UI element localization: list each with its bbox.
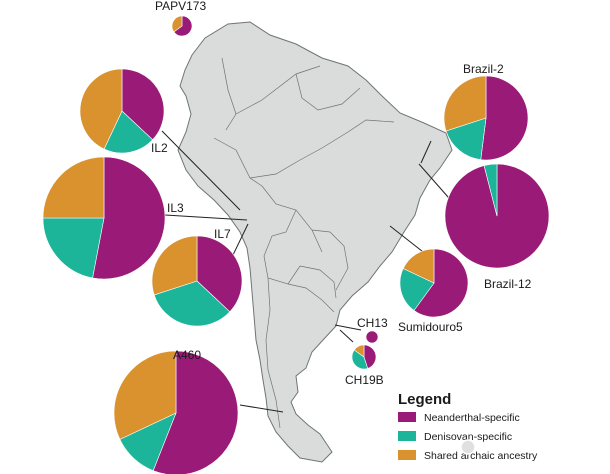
pie-il2 <box>79 68 165 154</box>
pie-slice-ch13-neanderthal <box>365 330 379 344</box>
pie-slice-a460-shared <box>113 350 177 440</box>
pie-brazil-12 <box>444 163 550 269</box>
pie-slice-il7-shared <box>151 235 198 296</box>
site-label-il3: IL3 <box>167 201 184 215</box>
continent-outline <box>177 21 453 463</box>
pie-slice-sumidouro5-shared <box>402 248 435 284</box>
connector-lines <box>161 130 471 413</box>
pie-slice-il3-denisovan <box>42 217 105 279</box>
site-label-il2: IL2 <box>151 141 168 155</box>
pie-il3 <box>42 156 166 280</box>
pie-slice-brazil-2-neanderthal <box>480 75 529 161</box>
legend-label-shared: Shared archaic ancestry <box>424 450 538 462</box>
pie-slice-brazil-2-shared <box>443 75 487 132</box>
pie-ch13 <box>365 330 379 344</box>
legend: Legend Neanderthal-specific Denisovan-sp… <box>398 391 538 462</box>
site-labels: PAPV173 IL2 Brazil-2 IL3 Brazil-12 IL7 S… <box>151 0 532 387</box>
pie-slice-sumidouro5-neanderthal <box>413 248 469 318</box>
site-label-papv173: PAPV173 <box>155 0 206 13</box>
site-label-sumidouro5: Sumidouro5 <box>398 320 463 334</box>
pie-a460 <box>113 350 239 474</box>
pie-slice-il3-neanderthal <box>92 156 166 280</box>
pie-slice-a460-neanderthal <box>152 350 239 474</box>
pie-slice-ch19b-shared <box>353 344 365 358</box>
pie-slice-il2-neanderthal <box>121 68 165 141</box>
watermark: 天然主义者部落 <box>460 439 572 456</box>
watermark-text: 天然主义者部落 <box>480 440 572 456</box>
site-label-a460: A460 <box>173 348 201 362</box>
country-borders <box>213 57 395 429</box>
legend-swatch-shared <box>398 450 416 460</box>
watermark-logo <box>460 439 476 455</box>
pie-slice-ch19b-denisovan <box>351 349 369 370</box>
south-america-map <box>177 21 453 463</box>
legend-label-denisovan: Denisovan-specific <box>424 431 512 443</box>
site-label-ch19b: CH19B <box>345 373 384 387</box>
legend-swatch-neanderthal <box>398 412 416 422</box>
pie-slice-ch19b-neanderthal <box>363 344 377 369</box>
site-label-il7: IL7 <box>214 227 231 241</box>
pie-slice-brazil-12-denisovan <box>483 163 498 217</box>
pie-slice-il7-neanderthal <box>196 235 243 313</box>
pie-slice-il2-denisovan <box>103 110 154 154</box>
legend-label-neanderthal: Neanderthal-specific <box>424 412 520 424</box>
site-label-ch13: CH13 <box>357 316 388 330</box>
pie-brazil-2 <box>443 75 529 161</box>
pie-slice-papv173-neanderthal <box>173 15 193 37</box>
pie-sumidouro5 <box>399 248 469 318</box>
pie-ch19b <box>351 344 377 370</box>
site-label-brazil-12: Brazil-12 <box>484 277 532 291</box>
pie-charts <box>42 15 550 474</box>
pie-slice-il3-shared <box>42 156 105 219</box>
site-label-brazil-2: Brazil-2 <box>463 62 504 76</box>
pie-slice-brazil-2-denisovan <box>445 117 487 161</box>
pie-slice-papv173-shared <box>171 15 183 33</box>
legend-title: Legend <box>398 391 451 408</box>
pie-il7 <box>151 235 243 327</box>
pie-slice-il7-denisovan <box>153 280 231 327</box>
pie-papv173 <box>171 15 193 37</box>
legend-swatch-denisovan <box>398 431 416 441</box>
pie-slice-il2-shared <box>79 68 123 150</box>
